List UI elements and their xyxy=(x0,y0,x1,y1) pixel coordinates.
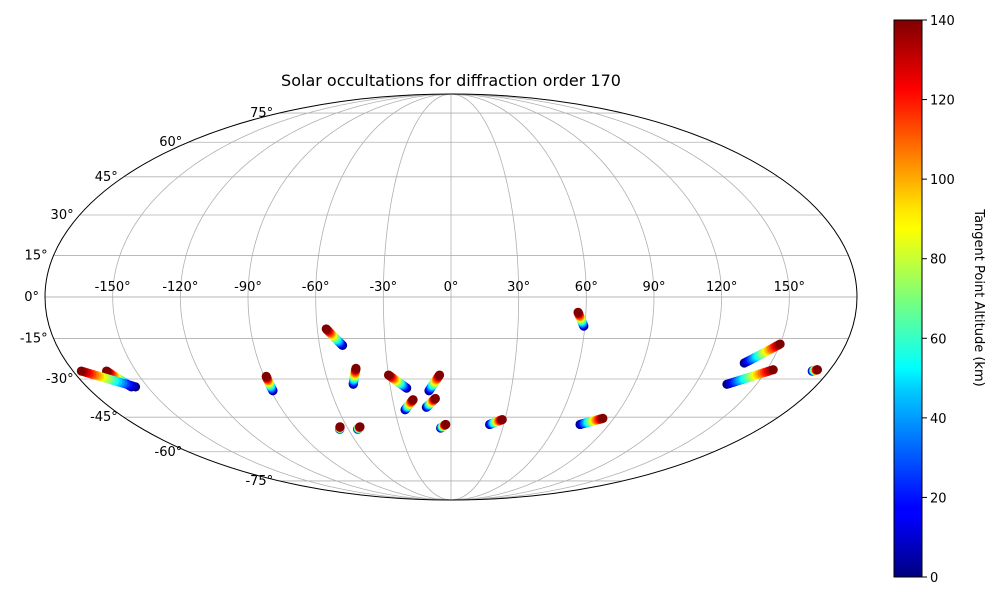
longitude-tick-label: 60° xyxy=(575,280,598,295)
occultation-track xyxy=(485,415,507,430)
occultation-track xyxy=(807,365,823,376)
latitude-tick-label: 0° xyxy=(24,290,39,305)
colorbar-tick-label: 80 xyxy=(930,253,947,268)
occultation-point xyxy=(383,370,394,380)
latitude-tick-label: 45° xyxy=(95,170,118,185)
longitude-tick-label: -60° xyxy=(302,280,330,295)
latitude-tick-label: 30° xyxy=(51,208,74,223)
occultation-point xyxy=(768,365,778,375)
occultation-point xyxy=(434,370,445,380)
occultation-track xyxy=(383,370,412,393)
latitude-tick-label: -60° xyxy=(155,445,183,460)
occultation-track xyxy=(575,413,608,430)
occultation-track xyxy=(353,422,365,434)
colorbar-ticks: 0 20 40 60 80 100 120 140 xyxy=(922,14,955,586)
colorbar-tick-label: 20 xyxy=(930,491,947,506)
longitude-tick-label: 0° xyxy=(444,280,459,295)
latitude-tick-label: -75° xyxy=(245,474,273,489)
occultation-track xyxy=(335,422,345,434)
latitude-tick-label: 60° xyxy=(159,135,182,150)
longitude-tick-label: -150° xyxy=(95,280,131,295)
occultation-point xyxy=(598,413,608,423)
longitude-tick-labels: -150° -120° -90° -60° -30° 0° 30° 60° 90° 120° 150… xyxy=(95,280,805,295)
occultation-point xyxy=(351,363,361,373)
latitude-tick-label: 15° xyxy=(25,248,48,263)
longitude-tick-label: -90° xyxy=(234,280,262,295)
occultation-point xyxy=(812,365,823,375)
gridline-lon xyxy=(315,94,452,500)
occultation-track xyxy=(261,371,278,396)
colorbar-tick-label: 0 xyxy=(930,571,938,586)
colorbar xyxy=(893,19,923,578)
colorbar-tick-label: 100 xyxy=(930,173,955,188)
gridline-lon xyxy=(382,94,452,500)
latitude-tick-label: -30° xyxy=(46,372,74,387)
occultation-track xyxy=(739,339,785,368)
longitude-tick-label: 120° xyxy=(706,280,737,295)
occultation-track xyxy=(436,419,451,433)
occultation-point xyxy=(775,339,785,349)
occultation-point xyxy=(430,393,440,404)
occultation-track xyxy=(722,365,778,389)
colorbar-tick-label: 140 xyxy=(930,14,955,29)
gridline-lon xyxy=(450,94,723,500)
longitude-tick-label: 150° xyxy=(774,280,805,295)
occultation-point xyxy=(573,307,583,317)
occultation-point xyxy=(441,419,451,430)
latitude-tick-label: -45° xyxy=(90,410,118,425)
colorbar-tick-label: 40 xyxy=(930,412,947,427)
gridline-lon xyxy=(247,94,452,500)
occultation-track xyxy=(421,393,440,412)
graticule xyxy=(45,94,857,500)
occultation-track xyxy=(76,366,141,392)
colorbar-label: Tangent Point Altitude (km) xyxy=(971,208,986,386)
longitude-tick-label: 90° xyxy=(642,280,665,295)
occultation-point xyxy=(321,324,331,334)
occultation-point xyxy=(497,415,507,425)
occultation-point xyxy=(355,422,365,432)
map-boundary xyxy=(44,93,858,501)
occultation-track xyxy=(424,370,445,396)
colorbar-tick-label: 120 xyxy=(930,94,955,109)
gridline-lon xyxy=(450,94,790,500)
occultation-track xyxy=(400,395,418,415)
occultation-point xyxy=(261,371,271,381)
longitude-tick-label: 30° xyxy=(507,280,530,295)
occultation-point xyxy=(335,422,345,432)
occultation-track xyxy=(348,363,361,389)
chart-title: Solar occultations for diffraction order… xyxy=(281,71,621,90)
gridline-lon xyxy=(112,94,452,500)
colorbar-tick-label: 60 xyxy=(930,332,947,347)
latitude-tick-label: 75° xyxy=(250,106,273,121)
longitude-tick-label: -30° xyxy=(369,280,397,295)
gridline-lon xyxy=(179,94,452,500)
latitude-tick-labels: 75° 60° 45° 30° 15° 0° -15° -30° -45° -60° -75° xyxy=(20,106,273,489)
gridline-lon xyxy=(450,94,655,500)
occultation-track xyxy=(573,307,589,331)
longitude-tick-label: -120° xyxy=(162,280,198,295)
occultation-track xyxy=(321,324,348,351)
occultation-point xyxy=(408,395,418,405)
gridline-lon xyxy=(450,94,520,500)
latitude-tick-label: -15° xyxy=(20,332,48,347)
data-marks xyxy=(76,307,823,434)
occultation-point xyxy=(76,366,86,376)
gridline-lon xyxy=(450,94,587,500)
